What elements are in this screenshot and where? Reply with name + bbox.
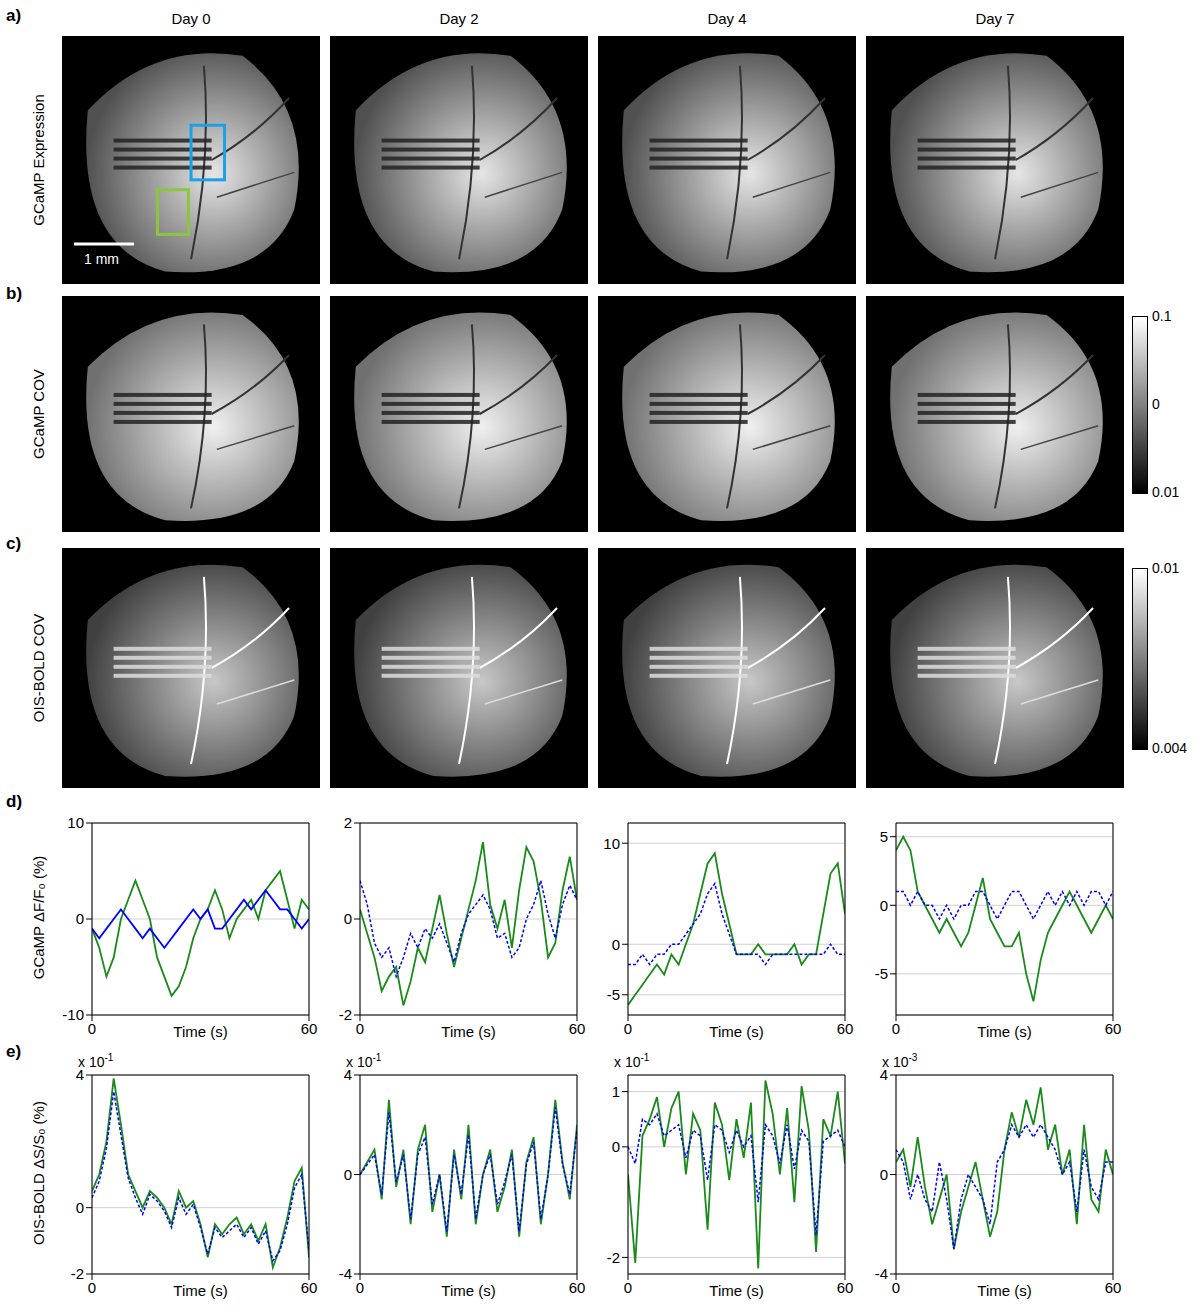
- svg-text:-2: -2: [607, 1249, 620, 1266]
- html-text:x 10-1: x 10-1: [346, 1052, 382, 1070]
- html-text:0.01: 0.01: [1152, 560, 1180, 576]
- svg-text:0: 0: [624, 1020, 632, 1037]
- svg-text:Time (s): Time (s): [173, 1023, 227, 1040]
- svg-text:GCaMP ΔF/F₀ (%): GCaMP ΔF/F₀ (%): [30, 856, 47, 979]
- svg-text:0: 0: [624, 1279, 632, 1296]
- svg-text:-2: -2: [71, 1265, 84, 1282]
- svg-text:60: 60: [569, 1279, 586, 1296]
- svg-text:0: 0: [892, 1279, 900, 1296]
- svg-text:Time (s): Time (s): [977, 1023, 1031, 1040]
- svg-text:0: 0: [892, 1020, 900, 1037]
- svg-text:GCaMP Expression: GCaMP Expression: [30, 94, 47, 225]
- svg-text:-2: -2: [339, 1006, 352, 1023]
- svg-text:2: 2: [344, 814, 352, 831]
- html-text:Day 4: Day 4: [707, 10, 747, 27]
- svg-text:-4: -4: [875, 1265, 888, 1282]
- svg-text:5: 5: [880, 828, 888, 845]
- svg-text:0: 0: [76, 910, 84, 927]
- html-text:0.004: 0.004: [1152, 740, 1187, 756]
- svg-text:Time (s): Time (s): [709, 1023, 763, 1040]
- svg-text:4: 4: [880, 1066, 888, 1083]
- svg-text:0: 0: [880, 1166, 888, 1183]
- svg-text:0: 0: [88, 1020, 96, 1037]
- svg-text:0: 0: [612, 1138, 620, 1155]
- svg-text:1: 1: [612, 1083, 620, 1100]
- svg-text:10: 10: [67, 814, 84, 831]
- html-text:c): c): [6, 534, 22, 553]
- svg-text:Time (s): Time (s): [709, 1282, 763, 1299]
- svg-text:4: 4: [76, 1066, 84, 1083]
- svg-text:0: 0: [356, 1020, 364, 1037]
- svg-text:60: 60: [301, 1279, 318, 1296]
- svg-text:-5: -5: [875, 965, 888, 982]
- svg-text:0: 0: [344, 1166, 352, 1183]
- html-text:b): b): [6, 284, 22, 303]
- html-text:a): a): [6, 6, 22, 25]
- svg-text:60: 60: [1105, 1279, 1122, 1296]
- html-text:0: 0: [1152, 396, 1160, 412]
- svg-text:0: 0: [344, 910, 352, 927]
- svg-text:OIS-BOLD COV: OIS-BOLD COV: [30, 614, 47, 722]
- html-text:d): d): [6, 792, 22, 811]
- html-text:Day 2: Day 2: [439, 10, 479, 27]
- svg-text:0: 0: [88, 1279, 96, 1296]
- svg-text:0: 0: [76, 1199, 84, 1216]
- html-text:x 10-1: x 10-1: [78, 1052, 114, 1070]
- svg-text:-4: -4: [339, 1265, 352, 1282]
- svg-text:-10: -10: [62, 1006, 84, 1023]
- svg-text:Time (s): Time (s): [441, 1023, 495, 1040]
- svg-text:0: 0: [356, 1279, 364, 1296]
- svg-text:60: 60: [569, 1020, 586, 1037]
- svg-text:0: 0: [880, 897, 888, 914]
- svg-text:0: 0: [612, 936, 620, 953]
- svg-text:OIS-BOLD ΔS/S₀ (%): OIS-BOLD ΔS/S₀ (%): [30, 1101, 47, 1245]
- svg-text:GCaMP COV: GCaMP COV: [30, 369, 47, 459]
- svg-text:Time (s): Time (s): [173, 1282, 227, 1299]
- html-text:x 10-3: x 10-3: [882, 1052, 918, 1070]
- html-text:e): e): [6, 1042, 22, 1061]
- html-text:0.1: 0.1: [1152, 308, 1172, 324]
- svg-text:60: 60: [1105, 1020, 1122, 1037]
- svg-text:60: 60: [837, 1020, 854, 1037]
- svg-text:60: 60: [837, 1279, 854, 1296]
- svg-text:Time (s): Time (s): [441, 1282, 495, 1299]
- svg-text:4: 4: [344, 1066, 352, 1083]
- svg-text:60: 60: [301, 1020, 318, 1037]
- html-text:x 10-1: x 10-1: [614, 1052, 650, 1070]
- html-text:0.01: 0.01: [1152, 484, 1180, 500]
- svg-text:1 mm: 1 mm: [84, 251, 119, 267]
- html-text:Day 0: Day 0: [171, 10, 211, 27]
- svg-text:Time (s): Time (s): [977, 1282, 1031, 1299]
- svg-text:-5: -5: [607, 986, 620, 1003]
- html-text:Day 7: Day 7: [975, 10, 1015, 27]
- svg-text:10: 10: [603, 835, 620, 852]
